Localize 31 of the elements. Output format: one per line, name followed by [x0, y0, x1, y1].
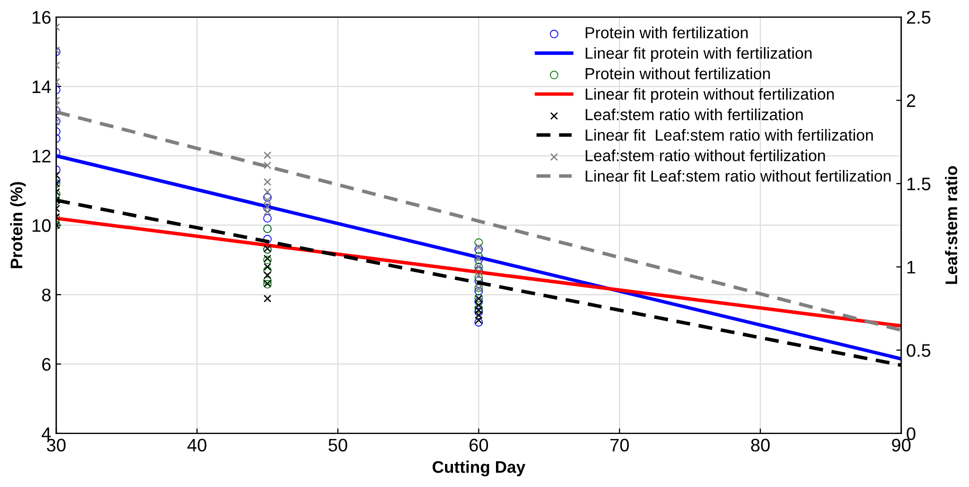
y2-tick-label: 2.5 — [906, 10, 930, 24]
y-tick-label: 10 — [32, 219, 51, 232]
y-tick-label: 4 — [42, 428, 51, 440]
legend-label: Linear fit Leaf:stem ratio with fertilization — [586, 129, 873, 141]
x-tick-label: 90 — [892, 438, 911, 452]
y-tick-label: 12 — [32, 150, 50, 162]
x-tick-label: 30 — [46, 438, 66, 452]
y-tick-label: 14 — [32, 80, 51, 93]
y-tick-label: 8 — [42, 288, 51, 302]
x-tick-label: 70 — [610, 438, 629, 452]
y2-tick-label: 1 — [907, 260, 916, 274]
legend-label: Linear fit Leaf:stem ratio without fertilization — [586, 170, 891, 182]
legend-label: Linear fit protein without fertilization — [586, 88, 834, 103]
x-tick-label: 60 — [470, 438, 488, 452]
y2-tick-label: 1.5 — [907, 178, 930, 190]
legend-label: Leaf:stem ratio without fertilization — [586, 150, 825, 162]
legend-label: Protein without fertilization — [586, 68, 770, 80]
y2-tick-label: 0.5 — [906, 344, 930, 357]
y2-tick-label: 0 — [906, 427, 916, 440]
y-axis-title: Protein (%) — [10, 182, 26, 268]
y2-tick-label: 2 — [906, 94, 916, 107]
x-tick-label: 40 — [187, 438, 206, 452]
x-tick-label: 50 — [328, 438, 348, 452]
x-tick-label: 80 — [751, 438, 770, 452]
legend-label: Leaf:stem ratio with fertilization — [586, 108, 803, 120]
x-axis-title: Cutting Day — [432, 460, 526, 476]
y-tick-label: 16 — [32, 10, 51, 24]
y-tick-label: 6 — [42, 358, 51, 371]
legend-label: Protein with fertilization — [586, 26, 748, 38]
y2-axis-title: Leaf:stem ratio — [945, 166, 958, 284]
legend-label: Linear fit protein with fertilization — [586, 47, 812, 62]
